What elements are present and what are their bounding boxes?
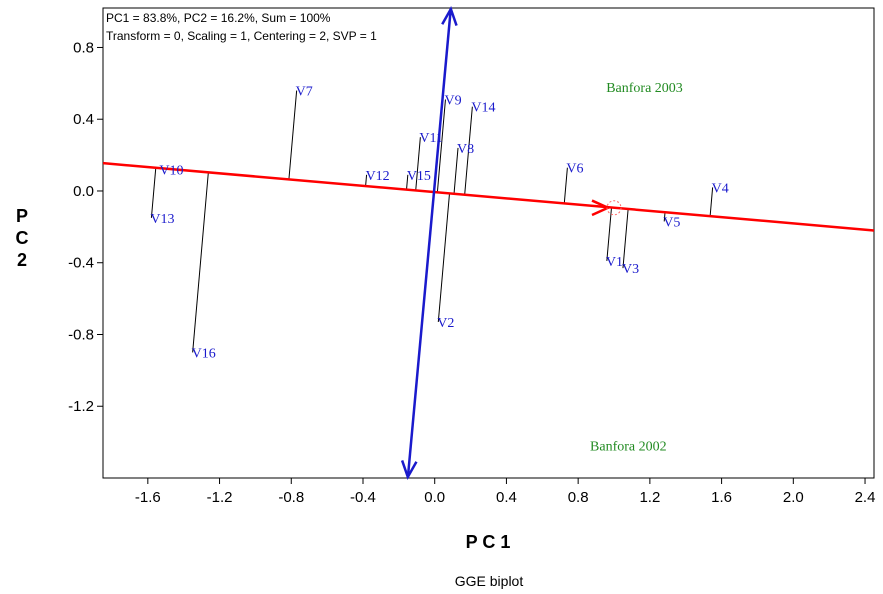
genotype-label: V14: [471, 101, 495, 116]
x-tick-label: 1.6: [711, 489, 732, 506]
genotype-labels: V1 V2 V3 V4 V5 V6 V7 V8 V9 V10 V11 V12 V13 V14 V15 V16: [150, 85, 728, 362]
x-tick-label: -1.2: [207, 489, 233, 506]
x-axis-label: P C 1: [466, 532, 511, 552]
y-tick-label: -1.2: [68, 398, 94, 415]
genotype-label: V10: [159, 163, 183, 178]
plot-frame: [102, 7, 875, 479]
plot-area: [102, 7, 875, 479]
y-tick-label: -0.4: [68, 255, 94, 272]
projection-line: [622, 208, 629, 269]
genotype-label: V15: [407, 169, 431, 184]
projection-line: [464, 106, 473, 195]
x-tick-label: 0.0: [424, 489, 445, 506]
y-axis-label-char: 2: [17, 250, 27, 270]
projection-line: [150, 167, 157, 218]
x-tick-label: 0.8: [568, 489, 589, 506]
environment-labels: Banfora 2003 Banfora 2002: [590, 81, 683, 455]
genotype-label: V1: [606, 255, 623, 270]
genotype-label: V8: [457, 142, 474, 157]
projection-line: [192, 172, 209, 353]
environment-label: Banfora 2003: [606, 81, 683, 96]
genotype-label: V5: [663, 215, 680, 230]
projection-line: [437, 193, 450, 322]
y-tick-label: 0.8: [73, 39, 94, 56]
x-tick-label: -0.8: [278, 489, 304, 506]
projection-line: [453, 147, 459, 194]
y-axis-label-char: C: [16, 228, 29, 248]
chart-caption: GGE biplot: [455, 573, 524, 589]
projection-line: [288, 90, 298, 180]
average-environment-circle: [606, 200, 622, 216]
x-tick-label: -1.6: [135, 489, 161, 506]
genotype-label: V6: [566, 162, 583, 177]
projection-line: [663, 212, 666, 222]
ate-ordinate-axis: [406, 8, 453, 478]
x-tick-label: 2.4: [855, 489, 876, 506]
annotation-settings: Transform = 0, Scaling = 1, Centering = …: [106, 29, 377, 43]
genotype-label: V13: [150, 212, 174, 227]
genotype-label: V9: [444, 93, 461, 108]
y-axis-ticks: 0.8 0.4 0.0 -0.4 -0.8 -1.2: [68, 39, 103, 415]
genotype-label: V2: [437, 316, 454, 331]
genotype-label: V3: [622, 262, 639, 277]
projection-line: [365, 174, 368, 187]
x-tick-label: 2.0: [783, 489, 804, 506]
x-tick-label: 0.4: [496, 489, 517, 506]
genotype-label: V7: [296, 85, 313, 100]
y-tick-label: 0.4: [73, 111, 94, 128]
projection-line: [406, 174, 409, 190]
ordinate-arrow-bottom: [400, 460, 418, 481]
y-tick-label: -0.8: [68, 326, 94, 343]
projection-line: [563, 167, 568, 204]
x-tick-label: -0.4: [350, 489, 376, 506]
x-axis-ticks: -1.6 -1.2 -0.8 -0.4 0.0 0.4 0.8 1.2 1.6 2.0 2.4: [135, 478, 876, 506]
y-axis-label-char: P: [16, 206, 28, 226]
environment-label: Banfora 2002: [590, 440, 667, 455]
average-environment-axis: [103, 161, 874, 232]
aea-arrow: [591, 199, 612, 217]
projection-lines: [150, 90, 714, 353]
projection-line: [436, 99, 446, 193]
arrowheads: [400, 5, 622, 481]
projection-line: [606, 207, 612, 261]
x-tick-label: 1.2: [639, 489, 660, 506]
y-tick-label: 0.0: [73, 183, 94, 200]
genotype-label: V16: [192, 346, 216, 361]
genotype-label: V12: [366, 169, 390, 184]
genotype-label: V4: [712, 181, 729, 196]
annotations: PC1 = 83.8%, PC2 = 16.2%, Sum = 100% Tra…: [106, 11, 377, 43]
ordinate-arrow-top: [441, 5, 458, 26]
projection-line: [709, 187, 714, 217]
projection-line: [415, 137, 421, 191]
x-axis-title: P C 1: [466, 532, 511, 552]
biplot-axes: [103, 8, 874, 478]
annotation-variance: PC1 = 83.8%, PC2 = 16.2%, Sum = 100%: [106, 11, 331, 25]
genotype-label: V11: [419, 131, 443, 146]
